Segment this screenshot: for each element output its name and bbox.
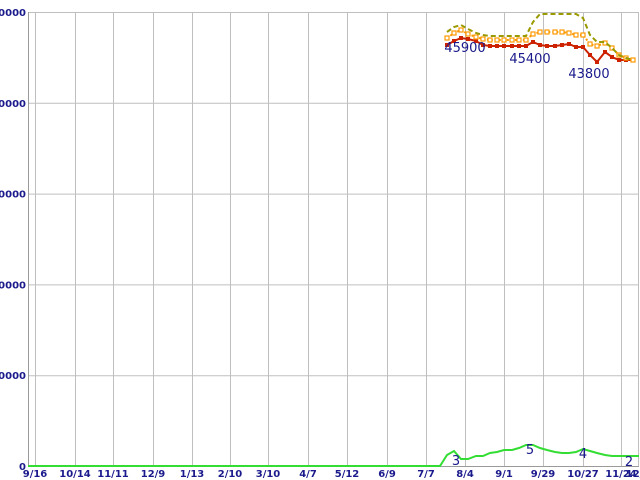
data-point-marker	[610, 55, 614, 59]
data-point-marker	[603, 50, 607, 54]
data-point-marker	[510, 44, 514, 48]
data-point-marker	[516, 37, 522, 43]
data-point-marker	[609, 45, 615, 51]
x-axis-tick-label: 10/27	[567, 469, 599, 480]
x-axis-tick-label: 5/12	[335, 469, 360, 480]
data-label-3: 3	[452, 454, 460, 469]
data-point-marker	[581, 45, 585, 49]
data-point-marker	[458, 27, 464, 33]
y-axis-tick-label: 10000	[0, 371, 26, 382]
x-axis-tick-label: 7/7	[417, 469, 435, 480]
x-axis-tick-label: 9/1	[495, 469, 513, 480]
data-point-marker	[474, 39, 478, 43]
series-volume-green	[28, 444, 639, 467]
y-axis-tick-label: 40000	[0, 99, 26, 110]
data-point-marker	[523, 37, 529, 43]
data-point-marker	[444, 35, 450, 41]
data-point-marker	[594, 43, 600, 49]
x-axis-tick-label: 9/16	[23, 469, 48, 480]
x-axis-tick-label: 11/11	[97, 469, 129, 480]
data-point-marker	[466, 37, 470, 41]
series-line-upper-olive	[446, 13, 634, 61]
data-label-43800: 43800	[568, 67, 609, 82]
y-axis-tick-label: 20000	[0, 280, 26, 291]
data-point-marker	[587, 41, 593, 47]
data-point-marker	[494, 37, 500, 43]
x-axis-tick-label: 3/10	[256, 469, 281, 480]
data-point-marker	[566, 30, 572, 36]
x-axis-tick-label: 4/7	[299, 469, 317, 480]
data-point-marker	[573, 32, 579, 38]
data-point-marker	[451, 30, 457, 36]
data-label-4: 4	[579, 447, 587, 462]
x-axis-tick-label: 9/29	[531, 469, 556, 480]
x-axis-tick-label: 12/9	[141, 469, 166, 480]
data-point-marker	[452, 39, 456, 43]
data-point-marker	[531, 40, 535, 44]
data-point-marker	[617, 58, 621, 62]
data-point-marker	[545, 44, 549, 48]
data-point-marker	[553, 44, 557, 48]
y-axis-tick-label: 50000	[0, 8, 26, 19]
x-axis-tick-label: 6/9	[378, 469, 396, 480]
data-point-marker	[517, 44, 521, 48]
data-point-marker	[574, 45, 578, 49]
data-point-marker	[544, 29, 550, 35]
series-mid-orange	[444, 27, 636, 63]
data-point-marker	[537, 29, 543, 35]
data-point-marker	[487, 37, 493, 43]
data-point-marker	[481, 43, 485, 47]
data-point-marker	[559, 29, 565, 35]
data-label-45900: 45900	[444, 41, 485, 56]
y-axis-tick-label: 0	[19, 462, 26, 473]
x-axis-tick-label: 2/10	[218, 469, 243, 480]
x-axis-tick-label: 8/4	[456, 469, 474, 480]
data-point-marker	[465, 31, 471, 37]
data-point-marker	[509, 37, 515, 43]
data-point-marker	[595, 60, 599, 64]
data-point-marker	[630, 57, 636, 63]
data-label-5: 5	[526, 443, 534, 458]
data-point-marker	[502, 44, 506, 48]
data-point-marker	[488, 44, 492, 48]
x-axis-tick-label: 1/13	[180, 469, 205, 480]
data-point-marker	[524, 44, 528, 48]
data-label-45400: 45400	[509, 52, 550, 67]
data-point-marker	[530, 31, 536, 37]
data-point-marker	[567, 42, 571, 46]
data-label-2: 2	[625, 455, 633, 470]
data-point-marker	[473, 34, 479, 40]
data-point-marker	[459, 36, 463, 40]
data-point-marker	[501, 37, 507, 43]
data-point-marker	[588, 53, 592, 57]
data-point-marker	[552, 29, 558, 35]
x-axis-tick-label: 10/14	[59, 469, 91, 480]
y-axis-tick-label: 30000	[0, 190, 26, 201]
data-point-marker	[495, 44, 499, 48]
data-point-marker	[445, 43, 449, 47]
series-line-volume-green	[28, 444, 639, 467]
data-point-marker	[560, 43, 564, 47]
data-point-marker	[480, 36, 486, 42]
data-point-marker	[580, 32, 586, 38]
series-upper-red	[445, 36, 635, 64]
data-point-marker	[538, 43, 542, 47]
x-axis-tick-label: 12/1	[626, 469, 640, 480]
x-axis-tick-label: 11/24	[605, 469, 637, 480]
series-upper-olive	[446, 13, 634, 61]
